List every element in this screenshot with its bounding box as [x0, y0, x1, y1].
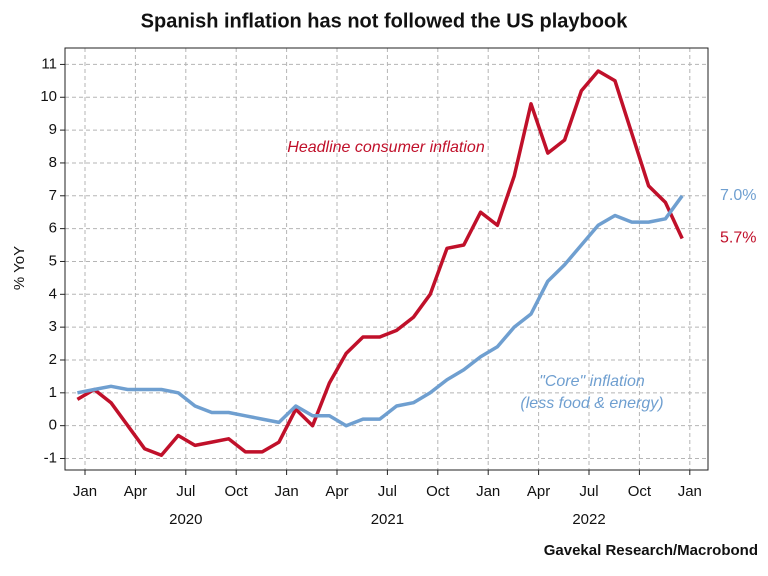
- series-annotation: Headline consumer inflation: [287, 139, 485, 156]
- y-tick-label: 6: [49, 220, 57, 237]
- end-label: 5.7%: [720, 230, 756, 247]
- y-tick-label: 8: [49, 154, 57, 171]
- x-tick-label: Jul: [176, 483, 195, 500]
- year-label: 2022: [572, 511, 605, 528]
- x-tick-label: Oct: [628, 483, 652, 500]
- series-annotation: "Core" inflation: [539, 373, 645, 390]
- x-tick-label: Jan: [73, 483, 97, 500]
- y-tick-label: 0: [49, 417, 57, 434]
- series-annotation-note: (less food & energy): [520, 395, 663, 412]
- x-tick-label: Apr: [325, 483, 348, 500]
- x-tick-label: Apr: [527, 483, 550, 500]
- x-tick-label: Apr: [124, 483, 147, 500]
- x-tick-label: Jan: [275, 483, 299, 500]
- chart-title: Spanish inflation has not followed the U…: [141, 10, 629, 32]
- x-tick-label: Oct: [225, 483, 249, 500]
- x-tick-label: Oct: [426, 483, 450, 500]
- y-tick-label: 10: [40, 88, 57, 105]
- plot-frame: [64, 47, 709, 471]
- y-tick-label: 9: [49, 121, 57, 138]
- source: Gavekal Research/Macrobond: [544, 542, 758, 559]
- series-line: [77, 194, 684, 428]
- y-tick-label: -1: [44, 449, 57, 466]
- y-axis-label: % YoY: [11, 246, 28, 290]
- end-label: 7.0%: [720, 187, 756, 204]
- y-tick-label: 11: [41, 55, 57, 72]
- y-tick-label: 2: [49, 351, 57, 368]
- x-tick-label: Jul: [579, 483, 598, 500]
- series-line: [76, 69, 684, 457]
- y-tick-label: 5: [49, 252, 57, 269]
- y-tick-label: 7: [49, 187, 57, 204]
- x-tick-label: Jan: [476, 483, 500, 500]
- year-label: 2020: [169, 511, 202, 528]
- y-tick-label: 1: [49, 384, 57, 401]
- y-tick-label: 4: [49, 285, 57, 302]
- x-tick-label: Jul: [378, 483, 397, 500]
- year-label: 2021: [371, 511, 404, 528]
- y-tick-label: 3: [49, 318, 57, 335]
- x-tick-label: Jan: [678, 483, 702, 500]
